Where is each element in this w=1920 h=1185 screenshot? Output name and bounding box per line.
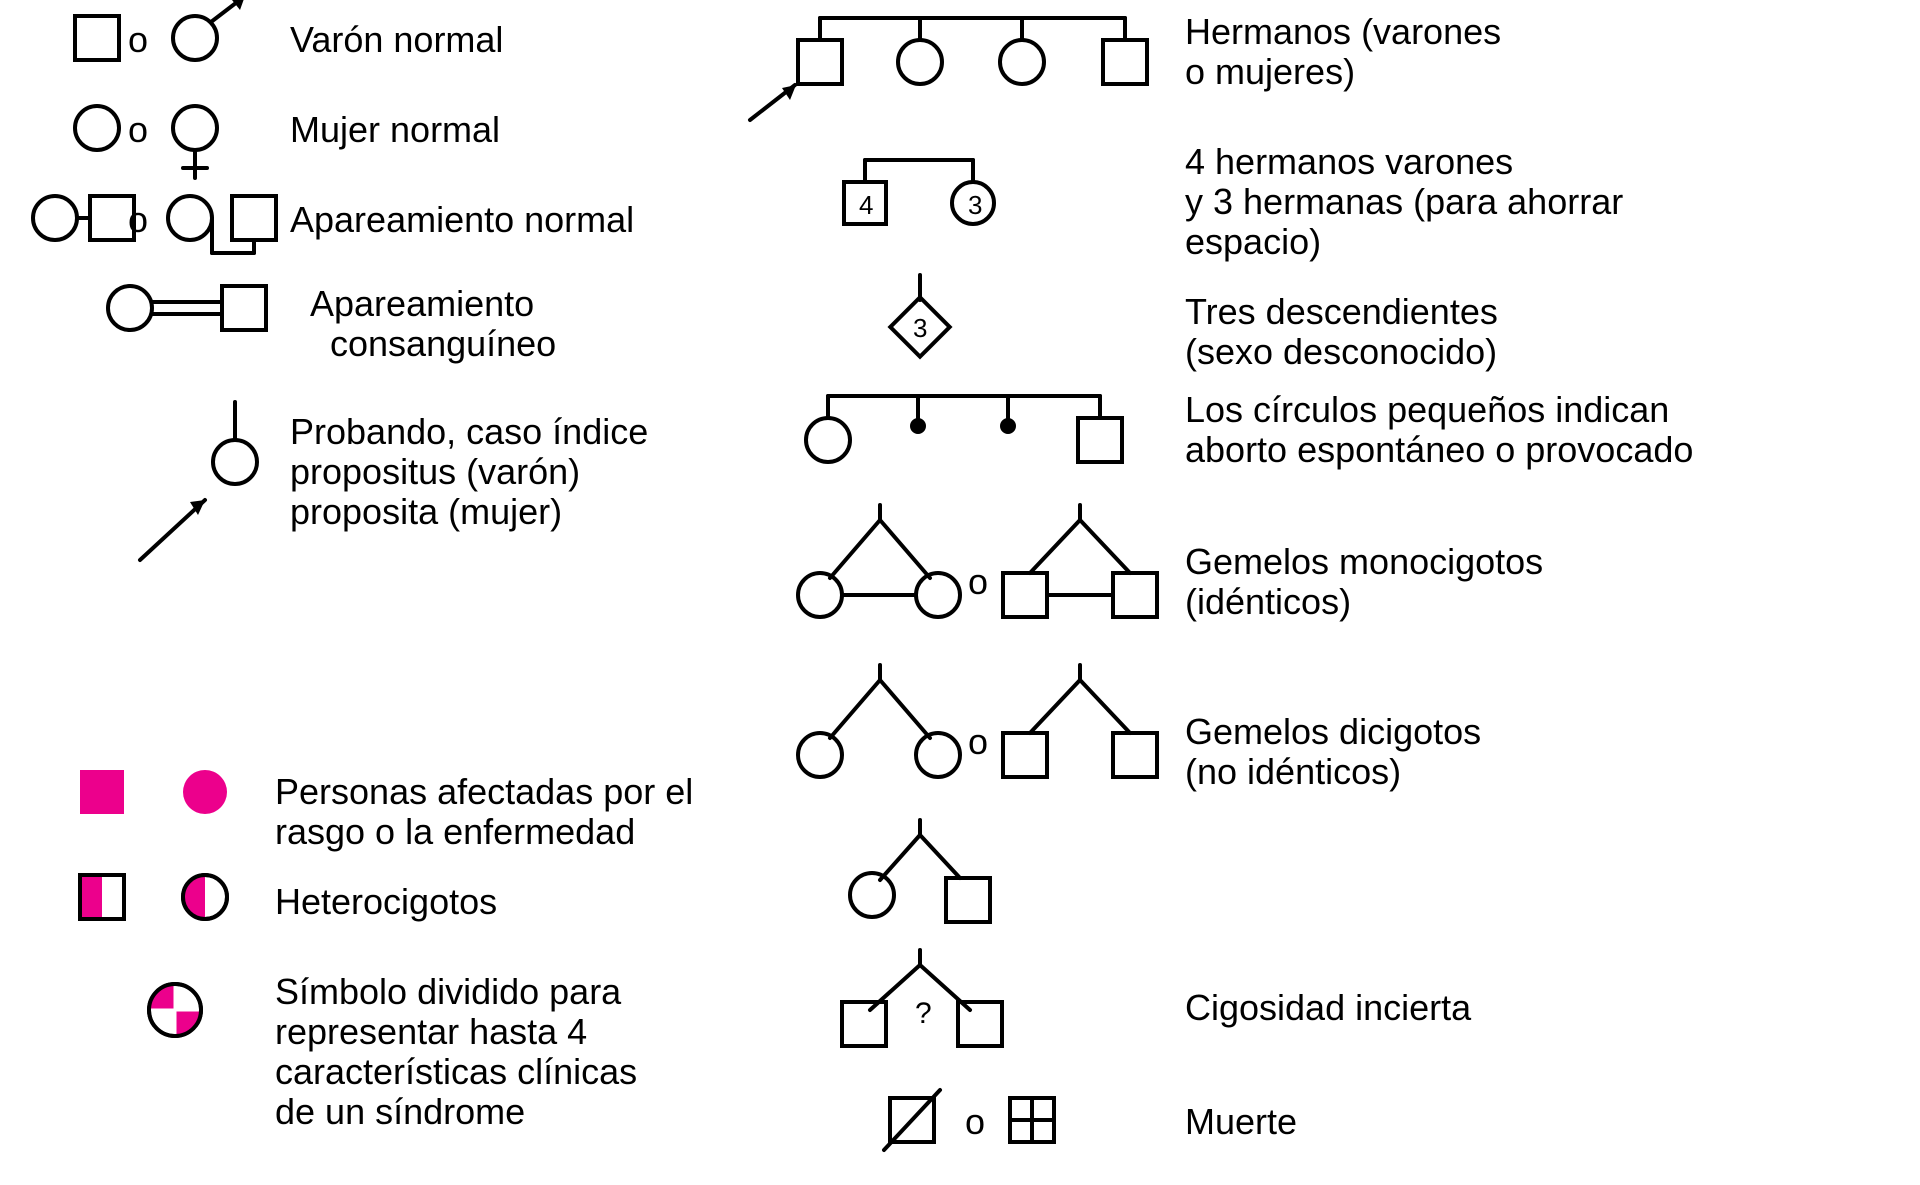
heterozygote-square-icon xyxy=(80,875,124,919)
twins-uncertain-icon xyxy=(842,950,1002,1046)
twins-monozygotic-male-icon xyxy=(1003,505,1157,617)
mating-consang-icon xyxy=(108,286,266,330)
pedigree-diagram xyxy=(0,0,1920,1185)
affected-square-icon xyxy=(80,770,124,814)
male-square-icon xyxy=(75,16,119,60)
affected-circle-icon xyxy=(183,770,227,814)
quartered-symbol-icon xyxy=(149,984,201,1036)
twins-mixed-icon xyxy=(850,820,990,922)
deceased-quartered-icon xyxy=(1010,1098,1054,1142)
unknown-sex-diamond-icon xyxy=(890,275,949,357)
mating-normal-a-icon xyxy=(33,196,134,240)
abortion-icon xyxy=(806,396,1122,462)
female-circle-icon xyxy=(75,106,119,150)
proband-icon xyxy=(140,402,257,560)
twins-monozygotic-female-icon xyxy=(798,505,960,617)
mating-normal-b-icon xyxy=(168,196,276,253)
female-symbol-icon xyxy=(173,106,217,150)
deceased-slash-icon xyxy=(884,1090,940,1150)
twins-dizygotic-male-icon xyxy=(1003,665,1157,777)
heterozygote-circle-icon xyxy=(183,875,227,919)
siblings-icon xyxy=(750,18,1147,120)
twins-dizygotic-female-icon xyxy=(798,665,960,777)
sibling-count-icon xyxy=(844,160,994,224)
